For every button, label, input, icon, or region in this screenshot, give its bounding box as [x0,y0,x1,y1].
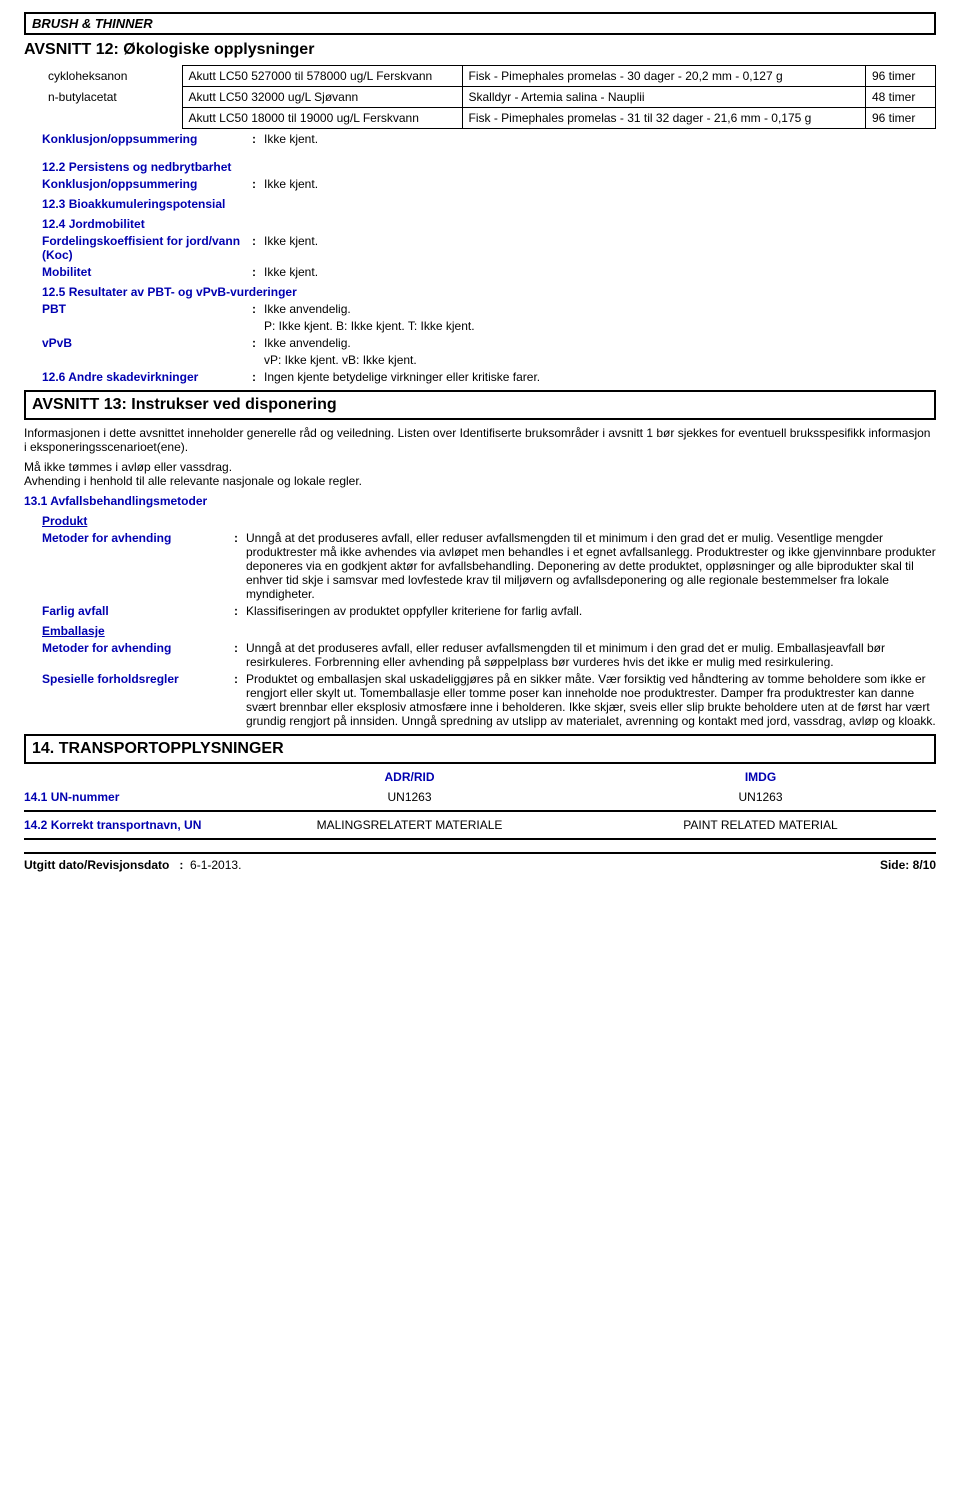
header-box: BRUSH & THINNER [24,12,936,35]
section-13-title: AVSNITT 13: Instrukser ved disponering [26,392,934,418]
s13-intro: Informasjonen i dette avsnittet innehold… [24,426,936,454]
heading-12-2: 12.2 Persistens og nedbrytbarhet [42,160,936,174]
product-name: BRUSH & THINNER [32,16,153,31]
heading-12-3: 12.3 Bioakkumuleringspotensial [42,197,936,211]
footer-date-label: Utgitt dato/Revisjonsdato [24,858,169,872]
heading-12-4: 12.4 Jordmobilitet [42,217,936,231]
section-14-title: 14. TRANSPORTOPPLYSNINGER [26,736,934,762]
transport-columns-header: ADR/RID IMDG [24,770,936,784]
table-row: n-butylacetat Akutt LC50 32000 ug/L Sjøv… [42,87,936,108]
conclusion-label: Konklusjon/oppsummering [42,132,252,146]
section-12-title: AVSNITT 12: Økologiske opplysninger [24,41,936,59]
table-row: cykloheksanon Akutt LC50 527000 til 5780… [42,66,936,87]
divider [24,838,936,840]
un-name-row: 14.2 Korrekt transportnavn, UN MALINGSRE… [24,818,936,832]
divider [24,810,936,812]
table-row: Akutt LC50 18000 til 19000 ug/L Ferskvan… [42,108,936,129]
emballasje-heading: Emballasje [42,624,936,638]
footer-page: Side: 8/10 [880,858,936,872]
page-footer: Utgitt dato/Revisjonsdato : 6-1-2013. Si… [24,852,936,872]
col-adr: ADR/RID [234,770,585,784]
ecology-table: cykloheksanon Akutt LC50 527000 til 5780… [42,65,936,129]
s13-note1: Må ikke tømmes i avløp eller vassdrag. [24,460,936,474]
produkt-heading: Produkt [42,514,936,528]
heading-12-6: 12.6 Andre skadevirkninger [42,370,252,384]
heading-12-5: 12.5 Resultater av PBT- og vPvB-vurderin… [42,285,936,299]
conclusion-value: Ikke kjent. [264,132,936,146]
section-14-box: 14. TRANSPORTOPPLYSNINGER [24,734,936,764]
section-13-box: AVSNITT 13: Instrukser ved disponering [24,390,936,420]
un-number-row: 14.1 UN-nummer UN1263 UN1263 [24,790,936,804]
heading-13-1: 13.1 Avfallsbehandlingsmetoder [24,494,936,508]
footer-date-value: 6-1-2013. [190,858,241,872]
col-imdg: IMDG [585,770,936,784]
s13-note2: Avhending i henhold til alle relevante n… [24,474,936,488]
